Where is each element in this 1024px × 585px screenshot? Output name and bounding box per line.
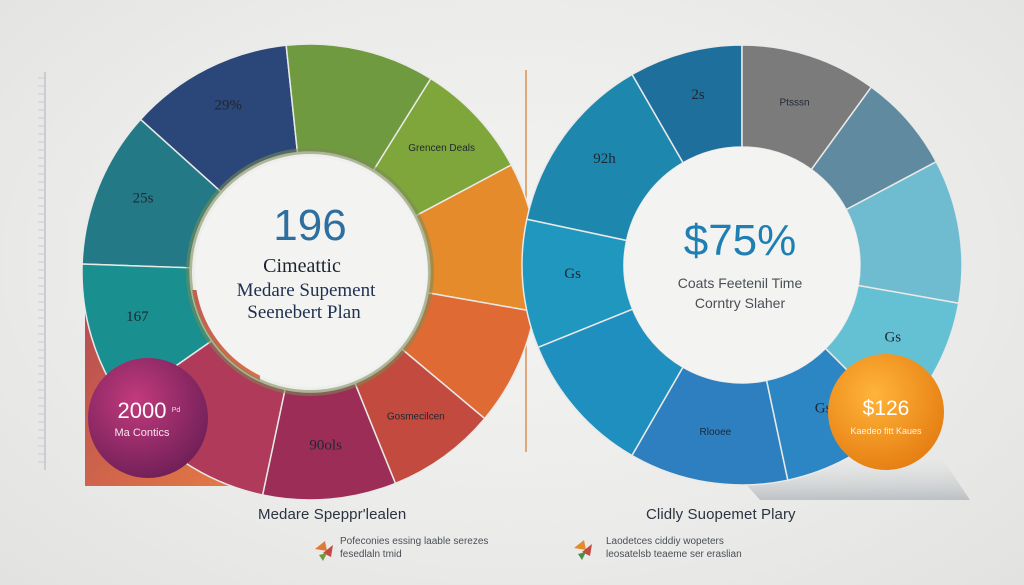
right-segment-value-6: Gs [564,266,581,282]
left-segment-value-9: 90ols [309,437,342,453]
left-center-line3: Seenebert Plan [247,302,361,323]
left-badge-unit: Pd [172,407,181,414]
left-badge [88,358,208,478]
left-segment-label-3: Grencen Deals [408,143,475,154]
right-segment-value-5: 92h [593,151,616,167]
left-axis-ruler [38,72,46,470]
right-badge [828,354,944,470]
right-footer-note-1: Laodetces ciddiy wopeters [606,536,724,547]
left-donut-inner-ring [186,148,434,396]
right-badge-label: Kaedeo fitt Kaues [850,426,922,436]
left-footer-icon [315,541,333,561]
right-footer-note-2: leosatelsb teaeme ser eraslian [606,549,742,560]
left-segment-value-5: 167 [126,309,149,325]
right-segment-value-9: Gs [815,400,832,416]
right-segment-value-1: 2s [691,87,705,103]
left-center-line2: Medare Supement [237,280,376,301]
left-footer-note-2: fesedlaln tmid [340,549,402,560]
left-donut-chart: 196 Cimeattic Medare Supement Seenebert … [81,43,539,501]
right-center-line1: Coats Feetenil Time [678,275,803,291]
right-segment-label-2: Ptsssn [780,97,810,108]
left-footer-note-1: Pofeconies essing laable serezes [340,536,489,547]
left-segment-value-4: 25s [133,191,154,207]
right-donut-chart: $75% Coats Feetenil Time Corntry Slaher … [521,44,970,500]
left-segment-value-1: 29% [215,98,243,114]
left-footer-title: Medare Speppr'lealen [258,506,407,523]
right-badge-value: $126 [863,397,910,420]
right-donut-center [624,147,860,383]
right-center-line2: Corntry Slaher [695,295,786,311]
left-center-value: 196 [273,201,346,250]
left-center-line1: Cimeattic [263,255,341,277]
left-donut-center [195,157,425,387]
left-segment-label-8: Gosmecilcen [387,412,445,423]
left-badge-label: Ma Contics [114,427,170,439]
right-footer-title: Clidly Suopemet Plary [646,506,796,523]
right-footer-icon [574,540,592,560]
left-badge-value: 2000 [118,398,167,423]
right-segment-value-8: Gs [884,329,901,345]
right-center-value: $75% [684,216,797,265]
right-segment-label-10: Rlooee [700,427,732,438]
